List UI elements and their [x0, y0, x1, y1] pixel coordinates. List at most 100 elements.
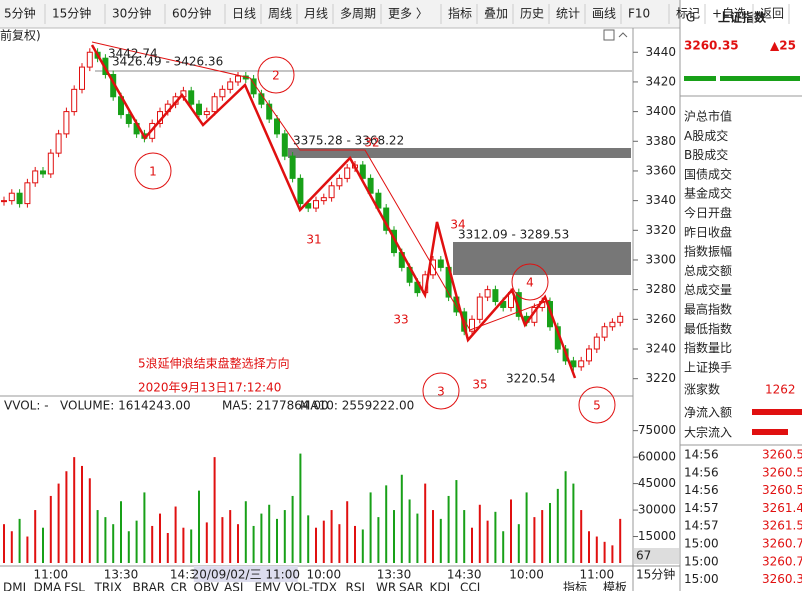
indicator-tab[interactable]: VOL-TDX [285, 581, 337, 591]
field-label: A股成交 [684, 128, 728, 143]
candle [8, 192, 15, 202]
volume-bar [127, 531, 130, 563]
volume-bar [135, 520, 138, 563]
flow-label: 大宗流入 [684, 425, 732, 440]
volume-bar [190, 529, 193, 563]
toolbar-item[interactable]: 60分钟 [172, 6, 211, 21]
volume-bar [588, 531, 590, 563]
toolbar-item[interactable]: 月线 [304, 7, 328, 21]
toolbar-item[interactable]: 统计 [556, 7, 580, 21]
toolbar-item[interactable]: 叠加 [484, 7, 508, 21]
toolbar-item[interactable]: 周线 [268, 7, 292, 21]
volume-bar [268, 504, 271, 563]
volume-bar [3, 524, 5, 563]
volume-bar [377, 517, 380, 563]
volume-bar [26, 536, 29, 563]
volume-bar [252, 525, 255, 563]
y-tick-label: 60000 [638, 450, 676, 464]
tick-time: 14:57 [684, 519, 719, 533]
indicator-tab[interactable]: SAR [399, 581, 423, 591]
toolbar-item[interactable]: 返回 [760, 7, 784, 21]
toolbar-item[interactable]: +自选 [712, 7, 746, 21]
indicator-tab[interactable]: ASI [224, 581, 243, 591]
indicator-tab[interactable]: 指标 [563, 580, 587, 591]
toolbar-item[interactable]: 标记 [676, 7, 700, 21]
x-tick-label: 20/09/02/三 11:00 [192, 568, 300, 582]
volume-bar [580, 510, 583, 563]
indicator-tab[interactable]: OBV [194, 581, 220, 591]
candle [289, 155, 296, 179]
candle [55, 133, 62, 154]
candle [32, 170, 39, 184]
note: 2020年9月13日17:12:40 [138, 381, 281, 395]
toolbar-item[interactable]: 30分钟 [112, 6, 151, 21]
indicator-tab[interactable]: CR [171, 581, 188, 591]
y-tick-label: 3220 [645, 371, 676, 385]
tick-time: 14:56 [684, 465, 719, 479]
toolbar-item[interactable]: 5分钟 [4, 6, 36, 21]
volume-bar [307, 515, 310, 563]
toolbar-item[interactable]: 15分钟 [52, 6, 91, 21]
wave-label: 1 [149, 165, 157, 179]
field-label: 最低指数 [684, 321, 732, 336]
volume-bar [237, 524, 239, 563]
candle [211, 96, 218, 113]
indicator-tab[interactable]: KDJ [430, 581, 451, 591]
collapse-icon[interactable] [618, 32, 628, 38]
indicator-tab[interactable]: FSL [64, 581, 85, 591]
candle [601, 326, 608, 338]
change: ▲25 [770, 39, 796, 53]
field-label: 指数振幅 [684, 244, 732, 259]
indicator-tab[interactable]: CCI [460, 581, 480, 591]
indicator-tab[interactable]: RSI [346, 581, 366, 591]
wave-circle [578, 386, 616, 424]
volume-title: VVOL: - [4, 399, 49, 413]
y-tick-label: 3320 [645, 223, 676, 237]
toolbar-item[interactable]: 多周期 [340, 7, 376, 21]
volume-bar [49, 495, 52, 563]
toolbar-item[interactable]: 画线 [592, 7, 616, 21]
tick-price: 3260.7 [762, 554, 802, 568]
x-tick-label: 11:00 [34, 568, 69, 582]
annotation: 3312.09 - 3289.53 [458, 228, 569, 242]
volume-bar [447, 495, 450, 563]
toolbar-item[interactable]: 历史 [520, 7, 544, 21]
indicator-tab[interactable]: TRIX [94, 581, 122, 591]
index-name: 上证指数 [718, 10, 767, 25]
volume-bar [276, 518, 278, 563]
toolbar-item[interactable]: 指标 [448, 6, 472, 21]
indicator-tab[interactable]: DMI [3, 581, 26, 591]
toolbar-item[interactable]: 更多 〉 [388, 7, 428, 21]
volume-bar [533, 517, 536, 563]
volume-bar [283, 510, 286, 563]
volume-bar [315, 527, 317, 563]
volume-bar [564, 471, 567, 563]
tick-price: 3260.3 [762, 572, 802, 586]
annotation: 3426.49 - 3426.36 [112, 55, 223, 69]
x-tick-label: 13:30 [377, 568, 412, 582]
volume-bar [471, 527, 473, 563]
indicator-tab[interactable]: EMV [255, 581, 282, 591]
candle [297, 177, 304, 205]
price-mode: 前复权) [0, 28, 41, 43]
indicator-tab[interactable]: 模板 [603, 581, 627, 591]
y-tick-label: 3300 [645, 252, 676, 266]
tick-time: 14:56 [684, 448, 719, 462]
toolbar-item[interactable]: 日线 [232, 7, 256, 21]
field-label: 今日开盘 [684, 205, 732, 220]
y-tick-label: 3400 [645, 104, 676, 118]
volume-bar [541, 510, 544, 563]
volume-bar [455, 480, 458, 563]
candle [274, 118, 280, 135]
toolbar-item[interactable]: F10 [628, 7, 650, 21]
wave-circle [422, 372, 460, 410]
indicator-tab[interactable]: WR [376, 581, 396, 591]
x-tick-label: 10:00 [509, 568, 544, 582]
tick-price: 3261.4 [762, 501, 802, 515]
candle [437, 259, 444, 268]
indicator-tab[interactable]: DMA [34, 581, 63, 591]
indicator-tab[interactable]: BRAR [133, 581, 166, 591]
tick-price: 3260.5 [762, 483, 802, 497]
expand-icon[interactable] [603, 29, 615, 41]
volume-bar [213, 457, 216, 563]
